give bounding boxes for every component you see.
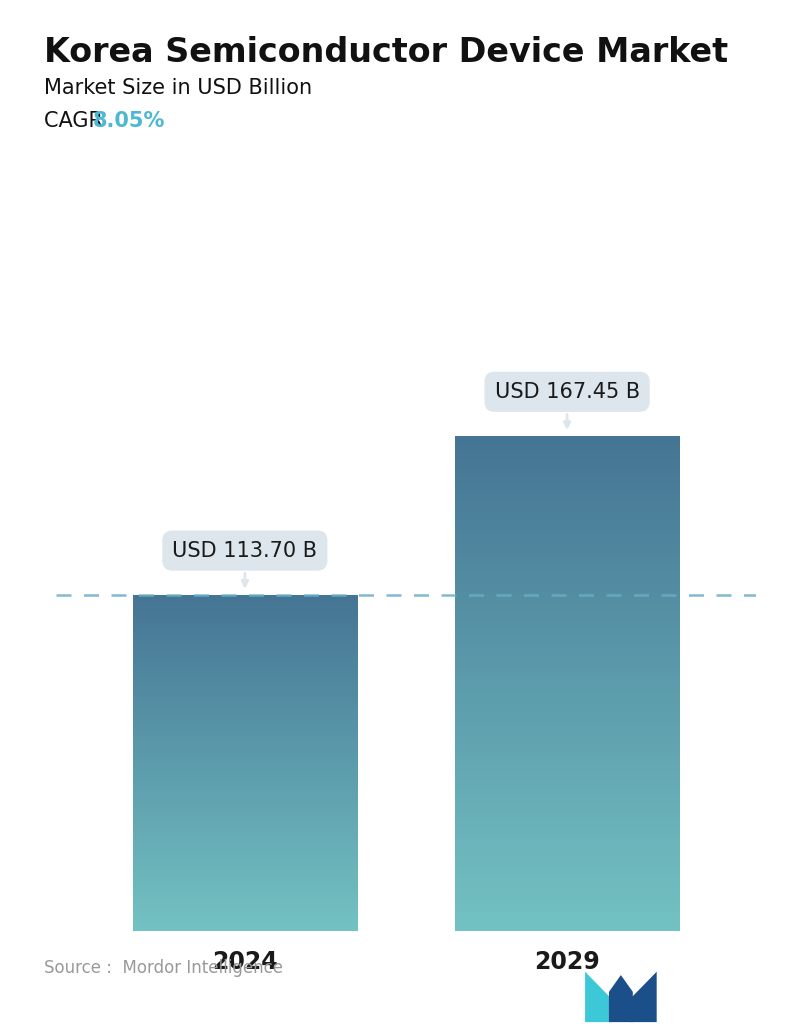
Text: USD 113.70 B: USD 113.70 B — [173, 541, 318, 586]
Text: Source :  Mordor Intelligence: Source : Mordor Intelligence — [44, 960, 283, 977]
Text: Market Size in USD Billion: Market Size in USD Billion — [44, 78, 312, 97]
Text: CAGR: CAGR — [44, 111, 109, 130]
Polygon shape — [630, 972, 657, 1022]
Polygon shape — [609, 975, 633, 1022]
Text: USD 167.45 B: USD 167.45 B — [494, 382, 640, 427]
Polygon shape — [585, 972, 611, 1022]
Text: 8.05%: 8.05% — [93, 111, 166, 130]
Text: Korea Semiconductor Device Market: Korea Semiconductor Device Market — [44, 36, 728, 69]
